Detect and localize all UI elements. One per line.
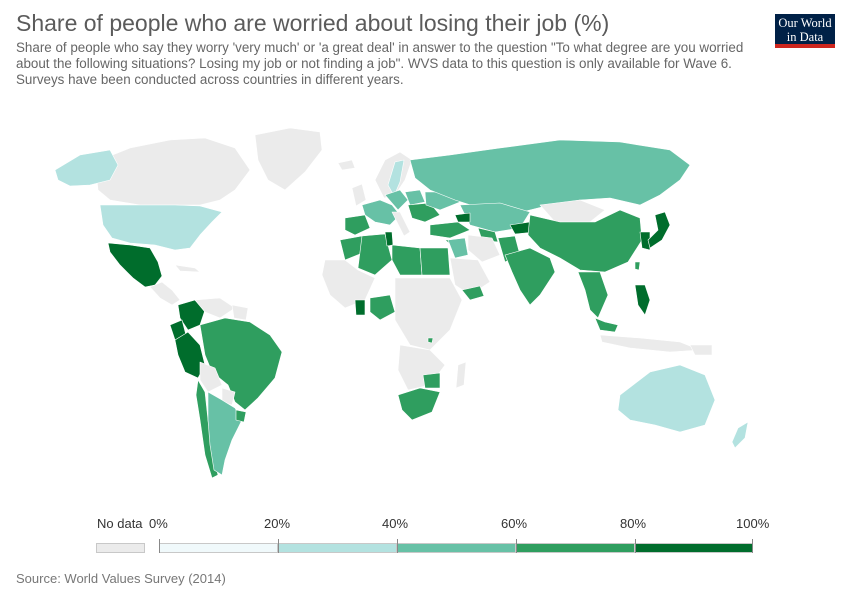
legend-tick-label-0: 0% bbox=[149, 516, 168, 531]
country-russia[interactable] bbox=[409, 139, 691, 216]
legend-bin-40-60[interactable] bbox=[397, 543, 516, 553]
legend-bin-60-80[interactable] bbox=[516, 543, 635, 553]
country-taiwan[interactable] bbox=[634, 261, 641, 271]
country-uruguay[interactable] bbox=[235, 409, 247, 423]
legend-tick-label-60: 60% bbox=[501, 516, 528, 531]
country-turkey[interactable] bbox=[429, 221, 471, 239]
country-south-africa[interactable] bbox=[397, 387, 441, 421]
legend-bin-0-20[interactable] bbox=[159, 543, 278, 553]
legend-tick-60 bbox=[516, 539, 517, 553]
legend-no-data-swatch[interactable] bbox=[96, 543, 145, 553]
country-rwanda[interactable] bbox=[427, 337, 434, 344]
country-west-europe[interactable] bbox=[361, 199, 401, 226]
logo-line-1: Our World bbox=[778, 16, 832, 30]
country-paraguay[interactable] bbox=[221, 387, 236, 406]
country-iceland[interactable] bbox=[337, 159, 356, 171]
legend-tick-100 bbox=[752, 539, 753, 553]
country-china[interactable] bbox=[527, 209, 643, 273]
legend-tick-20 bbox=[278, 539, 279, 553]
country-papua[interactable] bbox=[689, 344, 713, 356]
country-greenland[interactable] bbox=[254, 127, 323, 191]
country-uk[interactable] bbox=[351, 183, 367, 207]
world-map[interactable] bbox=[0, 95, 850, 495]
chart-subtitle: Share of people who say they worry 'very… bbox=[16, 40, 744, 87]
country-new-zealand[interactable] bbox=[731, 421, 749, 449]
country-italy[interactable] bbox=[391, 211, 411, 237]
country-georgia[interactable] bbox=[454, 212, 471, 223]
country-central-america[interactable] bbox=[149, 281, 181, 306]
country-malaysia[interactable] bbox=[594, 317, 619, 333]
country-philippines[interactable] bbox=[634, 284, 651, 316]
country-bolivia[interactable] bbox=[199, 361, 223, 393]
country-india[interactable] bbox=[504, 247, 556, 306]
country-spain[interactable] bbox=[344, 214, 371, 236]
country-argentina[interactable] bbox=[207, 391, 243, 476]
country-nigeria[interactable] bbox=[369, 294, 396, 321]
country-poland[interactable] bbox=[404, 189, 426, 206]
country-usa[interactable] bbox=[99, 204, 223, 251]
country-central-africa[interactable] bbox=[394, 277, 463, 351]
country-madagascar[interactable] bbox=[455, 361, 467, 389]
legend-bin-80-100[interactable] bbox=[635, 543, 753, 553]
owid-logo[interactable]: Our World in Data bbox=[775, 14, 835, 48]
legend-tick-label-40: 40% bbox=[382, 516, 409, 531]
chart-title: Share of people who are worried about lo… bbox=[16, 10, 610, 36]
country-mongolia[interactable] bbox=[539, 199, 606, 223]
country-venezuela[interactable] bbox=[194, 297, 236, 319]
country-libya[interactable] bbox=[391, 244, 423, 276]
legend-tick-label-80: 80% bbox=[620, 516, 647, 531]
legend-no-data-label: No data bbox=[97, 516, 143, 531]
country-mexico[interactable] bbox=[107, 242, 163, 288]
legend-tick-label-100: 100% bbox=[736, 516, 770, 531]
country-japan[interactable] bbox=[647, 211, 671, 249]
country-egypt[interactable] bbox=[419, 247, 451, 276]
country-canada[interactable] bbox=[94, 137, 251, 206]
country-korea[interactable] bbox=[639, 231, 651, 251]
legend-tick-0 bbox=[159, 539, 160, 553]
country-australia[interactable] bbox=[617, 364, 716, 433]
legend-tick-label-20: 20% bbox=[264, 516, 291, 531]
legend-bin-20-40[interactable] bbox=[278, 543, 397, 553]
legend-tick-80 bbox=[635, 539, 636, 553]
country-yemen[interactable] bbox=[461, 285, 485, 301]
country-southeast-asia[interactable] bbox=[577, 271, 609, 319]
country-alaska-usa[interactable] bbox=[54, 149, 119, 187]
country-cuba[interactable] bbox=[174, 264, 201, 273]
legend-tick-40 bbox=[397, 539, 398, 553]
country-iraq-levant[interactable] bbox=[447, 237, 469, 259]
country-ghana[interactable] bbox=[354, 299, 366, 316]
source-note[interactable]: Source: World Values Survey (2014) bbox=[16, 571, 226, 586]
logo-line-2: in Data bbox=[786, 29, 824, 44]
country-zimbabwe[interactable] bbox=[422, 372, 441, 389]
country-iran[interactable] bbox=[467, 234, 501, 263]
country-indonesia[interactable] bbox=[599, 334, 701, 353]
country-guyana[interactable] bbox=[231, 304, 249, 321]
